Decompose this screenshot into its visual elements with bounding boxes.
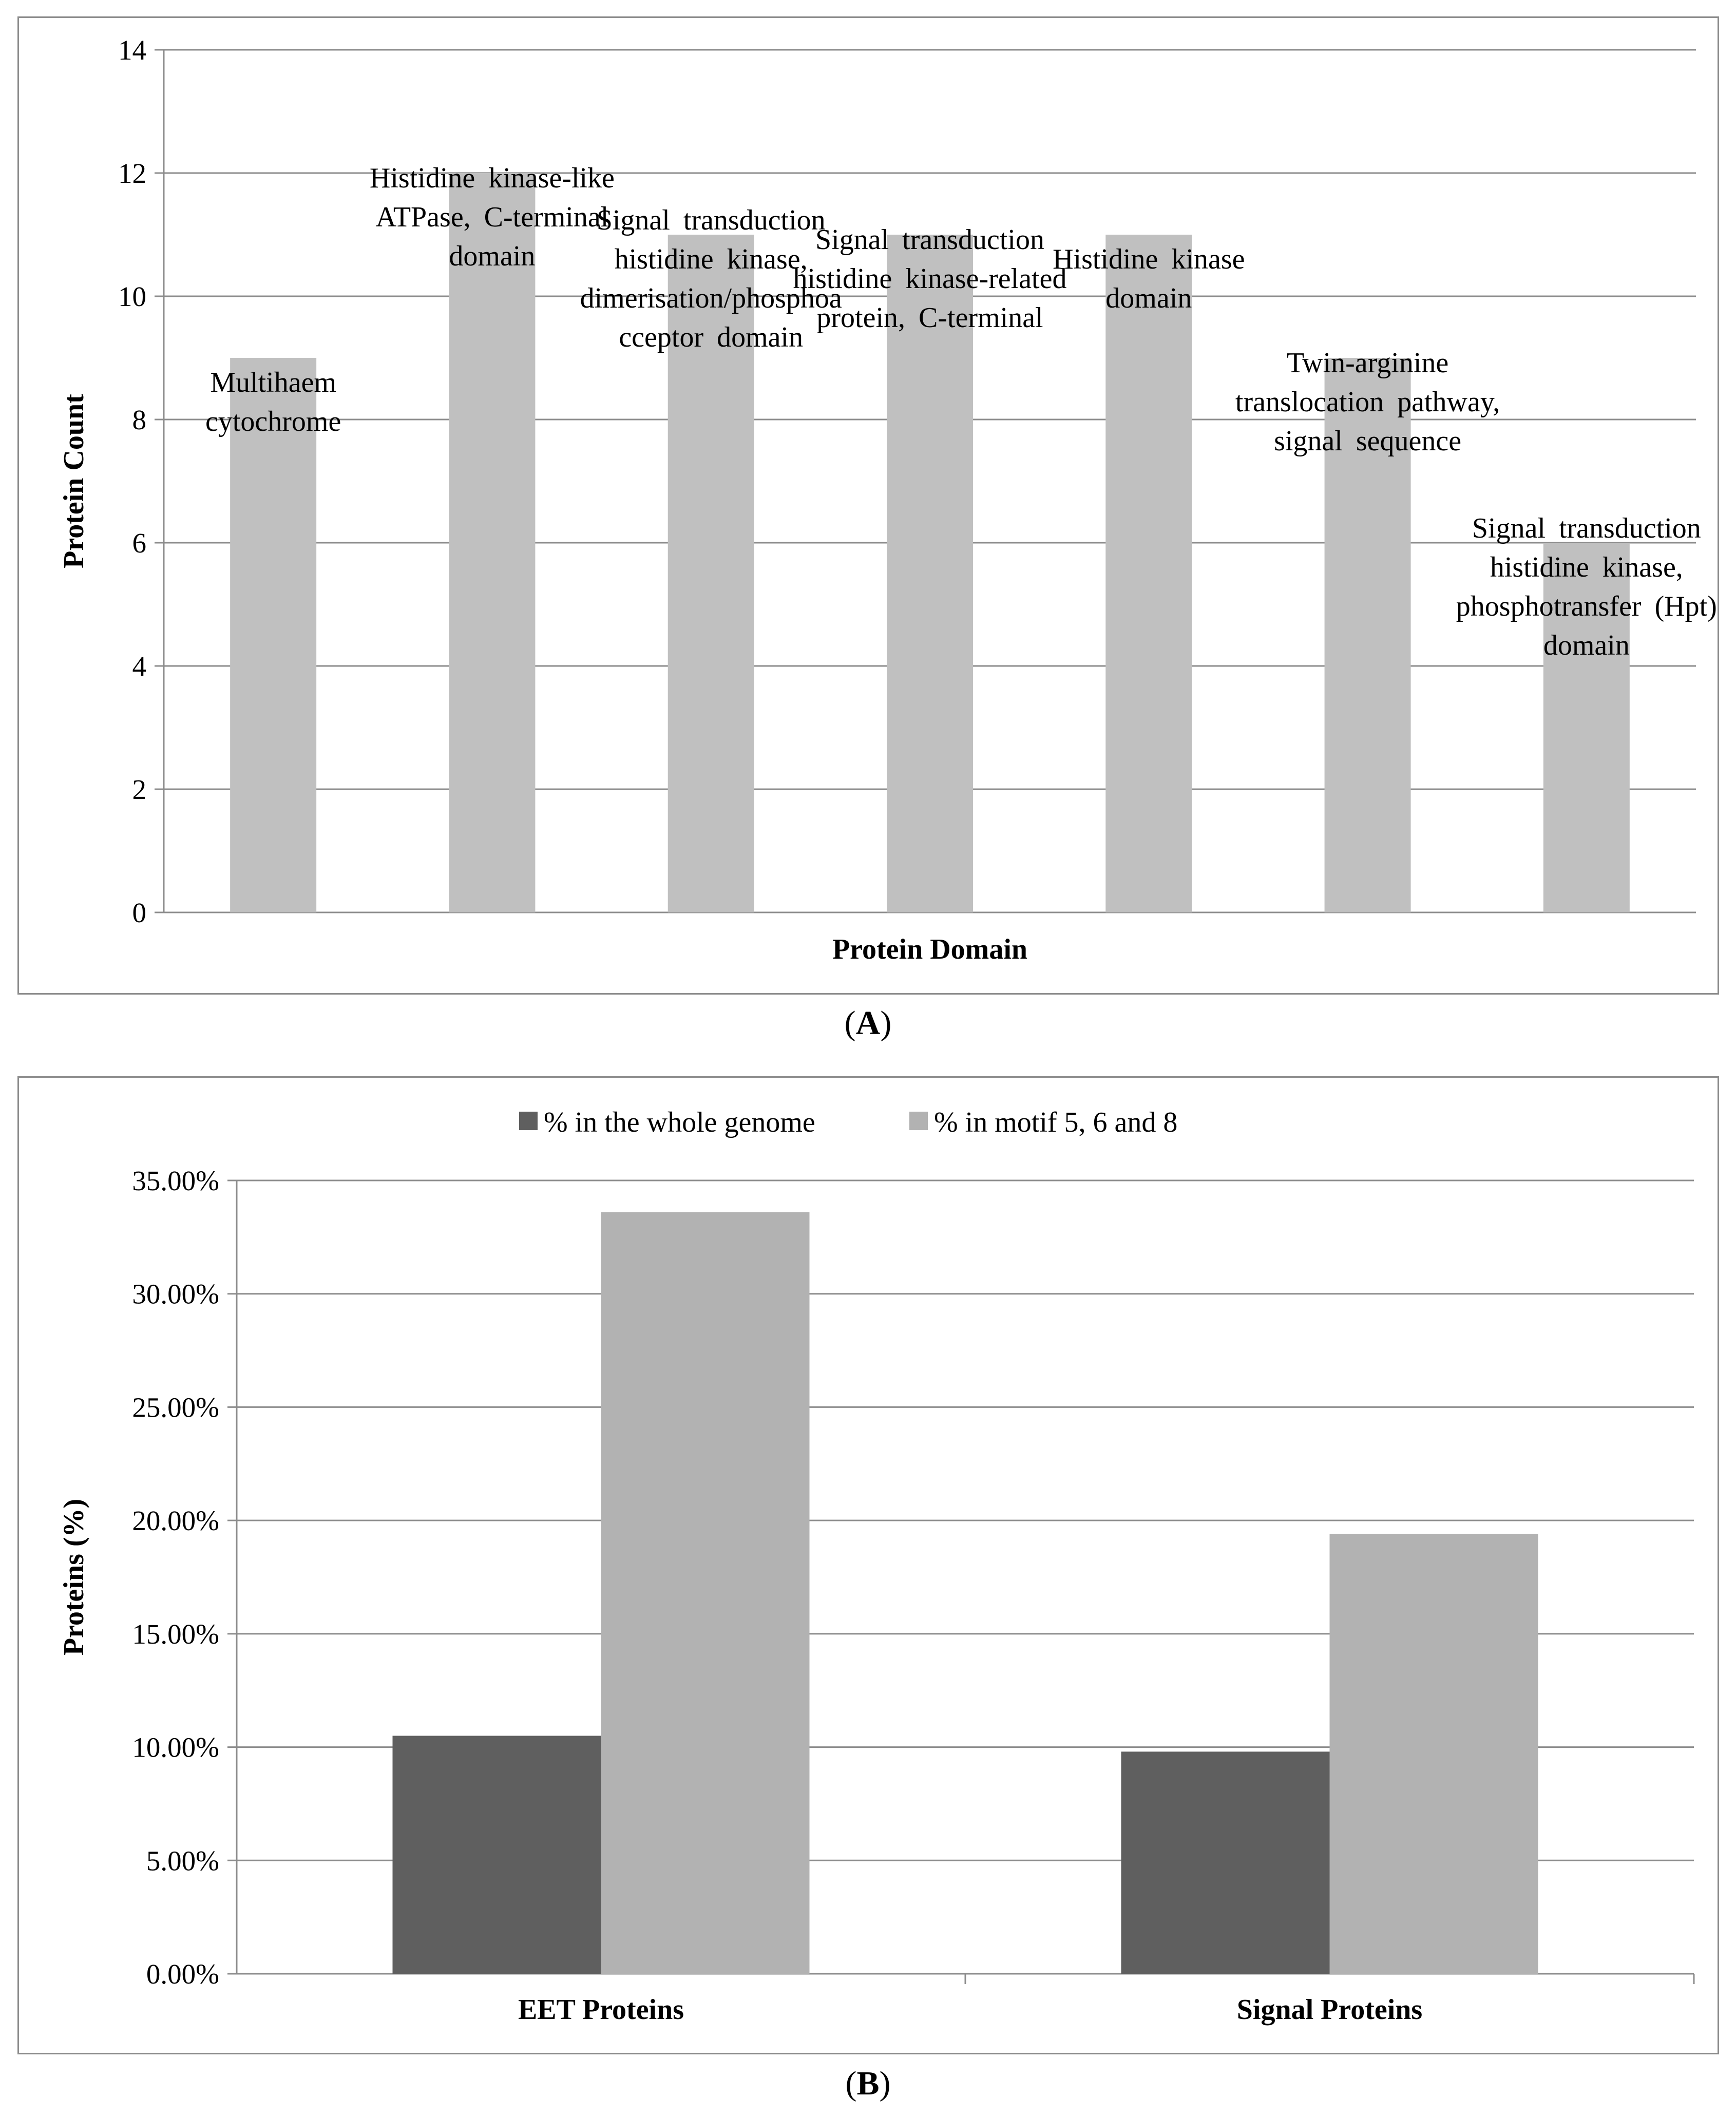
x-category-label-b: EET Proteins [518,1994,684,2026]
annotation-line: cceptor domain [619,321,804,353]
annotation-line: histidine kinase-related [793,263,1067,295]
bar-b [1121,1751,1330,1974]
bar-a [667,235,754,912]
y-axis-title-b: Proteins (%) [58,1499,90,1655]
y-tick-label-b: 35.00% [132,1165,219,1196]
annotation-line: domain [1105,282,1192,314]
annotation-line: dimerisation/phosphoa [580,282,842,314]
y-tick-label-b: 10.00% [132,1732,219,1763]
panel-a-caption: (A) [844,1004,892,1042]
y-tick-label-a: 12 [118,158,146,189]
bar-annotation-a: Signal transduction histidine kinase, dime… [557,201,865,357]
annotation-line: Multihaem [210,367,337,398]
x-category-label-b: Signal Proteins [1237,1994,1422,2026]
y-tick-label-b: 30.00% [132,1279,219,1310]
bar-a [1543,543,1630,912]
annotation-line: histidine kinase, [614,243,808,275]
bar-annotation-a: Histidine kinase domain [995,240,1303,318]
y-tick-label-a: 10 [118,281,146,312]
legend-swatch-b [519,1112,538,1130]
bar-b [1329,1534,1538,1974]
bar-a [230,358,317,912]
y-axis-title-a: Protein Count [58,394,90,568]
y-tick-label-a: 6 [132,527,147,559]
panel-a-chart: 0 2 4 6 8 10 12 14 Protein Domain Protein Count M… [17,16,1719,995]
annotation-line: Signal transduction [815,224,1044,256]
y-tick-label-b: 0.00% [146,1958,219,1990]
bar-annotation-a: Multihaem cytochrome [119,363,427,441]
annotation-line: domain [449,240,536,272]
annotation-line: signal sequence [1274,425,1462,457]
chart-b-svg: 0.00% 5.00% 10.00% 15.00% 20.00% 25.00% 30.00%… [58,1107,1695,2026]
y-tick-label-a: 2 [132,774,147,805]
annotation-line: Histidine kinase-like [369,162,615,194]
y-tick-label-a: 14 [118,34,146,66]
legend-label-b: % in the whole genome [544,1107,815,1138]
y-tick-label-b: 20.00% [132,1505,219,1536]
chart-a-svg: 0 2 4 6 8 10 12 14 Protein Domain Protein Count [58,34,1696,965]
annotation-line: translocation pathway, [1235,386,1500,418]
annotation-line: histidine kinase, [1490,551,1683,583]
bar-a [449,173,536,912]
y-tick-label-b: 5.00% [146,1845,219,1876]
y-tick-label-a: 4 [132,651,147,682]
annotation-line: ATPase, C-terminal [375,201,609,233]
x-axis-title-a: Protein Domain [832,933,1027,965]
bar-a [887,235,973,912]
annotation-line: Twin-arginine [1286,347,1449,379]
bar-annotation-a: Signal transduction histidine kinase-rela… [776,220,1084,337]
y-tick-label-a: 0 [132,897,147,928]
annotation-line: Signal transduction [1472,512,1701,544]
bar-annotation-a: Histidine kinase-like ATPase, C-terminal d… [338,159,646,276]
bar-annotation-a: Twin-arginine translocation pathway, signa… [1214,344,1522,461]
y-tick-label-a: 8 [132,404,147,435]
y-tick-label-b: 15.00% [132,1618,219,1650]
bar-b [392,1736,601,1974]
annotation-line: cytochrome [205,406,341,437]
panel-b-chart: 0.00% 5.00% 10.00% 15.00% 20.00% 25.00% 30.00%… [17,1076,1719,2054]
legend-swatch-b [909,1112,928,1130]
annotation-line: Signal transduction [596,204,826,236]
bar-a [1105,235,1192,912]
annotation-line: protein, C-terminal [816,302,1043,334]
bar-b [601,1212,810,1974]
bar-a [1324,358,1411,912]
legend-label-b: % in motif 5, 6 and 8 [934,1107,1177,1138]
annotation-line: phosphotransfer (Hpt) [1456,590,1717,622]
annotation-line: Histidine kinase [1053,243,1245,275]
panel-b-caption: (B) [845,2065,891,2102]
y-tick-label-b: 25.00% [132,1391,219,1423]
annotation-line: domain [1543,630,1630,661]
bar-annotation-a: Signal transduction histidine kinase, phos… [1433,509,1736,665]
